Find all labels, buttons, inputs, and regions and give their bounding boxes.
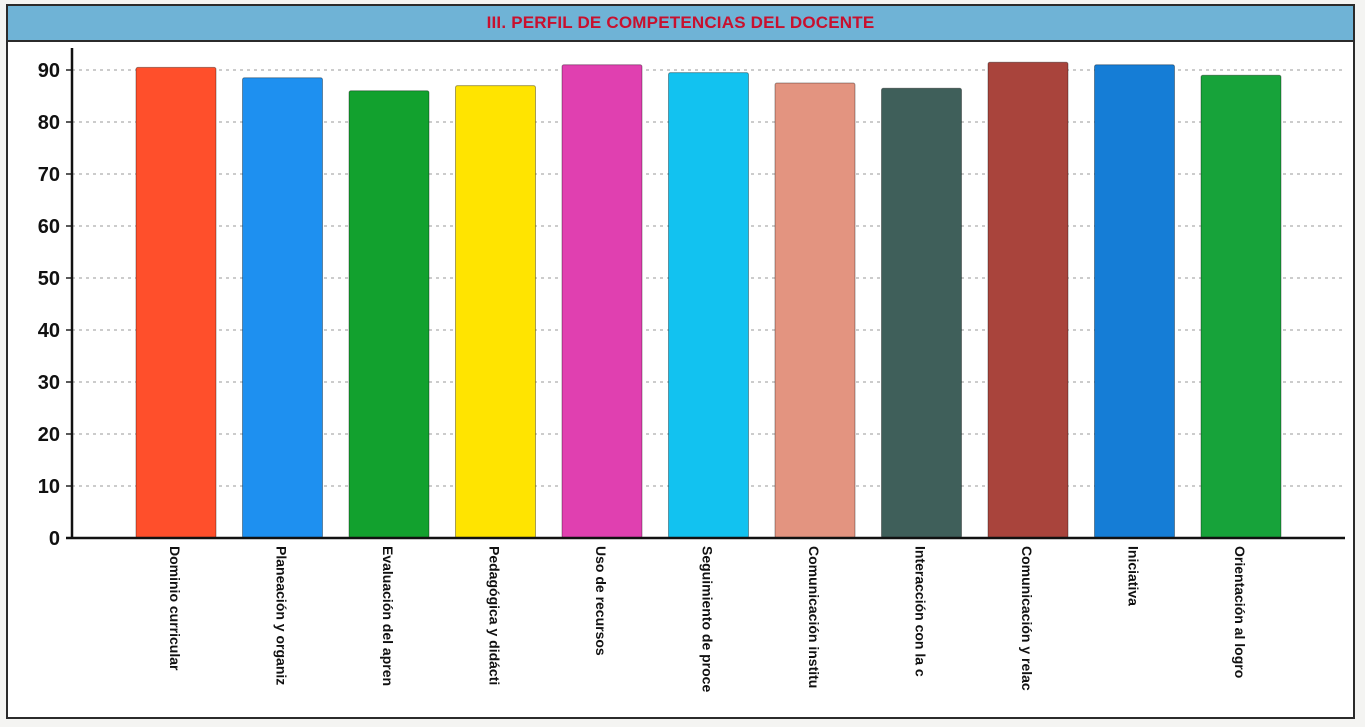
y-tick-label: 40 xyxy=(38,320,60,342)
x-tick-label: Pedagógica y didácti xyxy=(487,546,503,685)
x-tick-label: Dominio curricular xyxy=(167,546,183,671)
bar xyxy=(987,61,1069,539)
y-tick-label: 30 xyxy=(38,372,60,394)
bars xyxy=(135,61,1282,539)
bar xyxy=(774,82,856,539)
title-bar: III. PERFIL DE COMPETENCIAS DEL DOCENTE xyxy=(8,6,1353,42)
chart-title: III. PERFIL DE COMPETENCIAS DEL DOCENTE xyxy=(486,13,875,32)
bar xyxy=(1200,74,1282,539)
y-tick-label: 70 xyxy=(38,164,60,186)
bar xyxy=(561,64,643,539)
y-tick-label: 90 xyxy=(38,60,60,82)
bar xyxy=(1094,64,1175,539)
x-tick-label: Uso de recursos xyxy=(593,546,609,656)
bar xyxy=(881,87,962,539)
x-tick-label: Comunicación y relac xyxy=(1019,546,1035,691)
x-tick-label: Planeación y organiz xyxy=(274,546,290,685)
y-axis-ticks: 0 10 20 30 40 50 60 70 80 90 xyxy=(38,60,72,550)
x-tick-label: Comunicación institu xyxy=(806,546,822,688)
x-tick-label: Iniciativa xyxy=(1126,546,1142,606)
y-tick-label: 60 xyxy=(38,216,60,238)
x-axis-labels: Dominio curricular Planeación y organiz Ev… xyxy=(167,546,1248,692)
x-tick-label: Seguimiento de proce xyxy=(700,546,716,692)
y-tick-label: 50 xyxy=(38,268,60,290)
x-tick-label: Evaluación del apren xyxy=(380,546,396,686)
y-tick-label: 80 xyxy=(38,112,60,134)
x-tick-label: Orientación al logro xyxy=(1232,546,1248,678)
bar xyxy=(668,72,749,539)
y-tick-label: 10 xyxy=(38,476,60,498)
bar xyxy=(135,66,217,539)
x-tick-label: Interacción con la c xyxy=(913,546,929,677)
bar xyxy=(348,90,430,539)
bar xyxy=(455,85,536,539)
y-tick-label: 0 xyxy=(49,528,60,550)
y-tick-label: 20 xyxy=(38,424,60,446)
axes xyxy=(66,48,1345,540)
bar xyxy=(242,77,323,539)
